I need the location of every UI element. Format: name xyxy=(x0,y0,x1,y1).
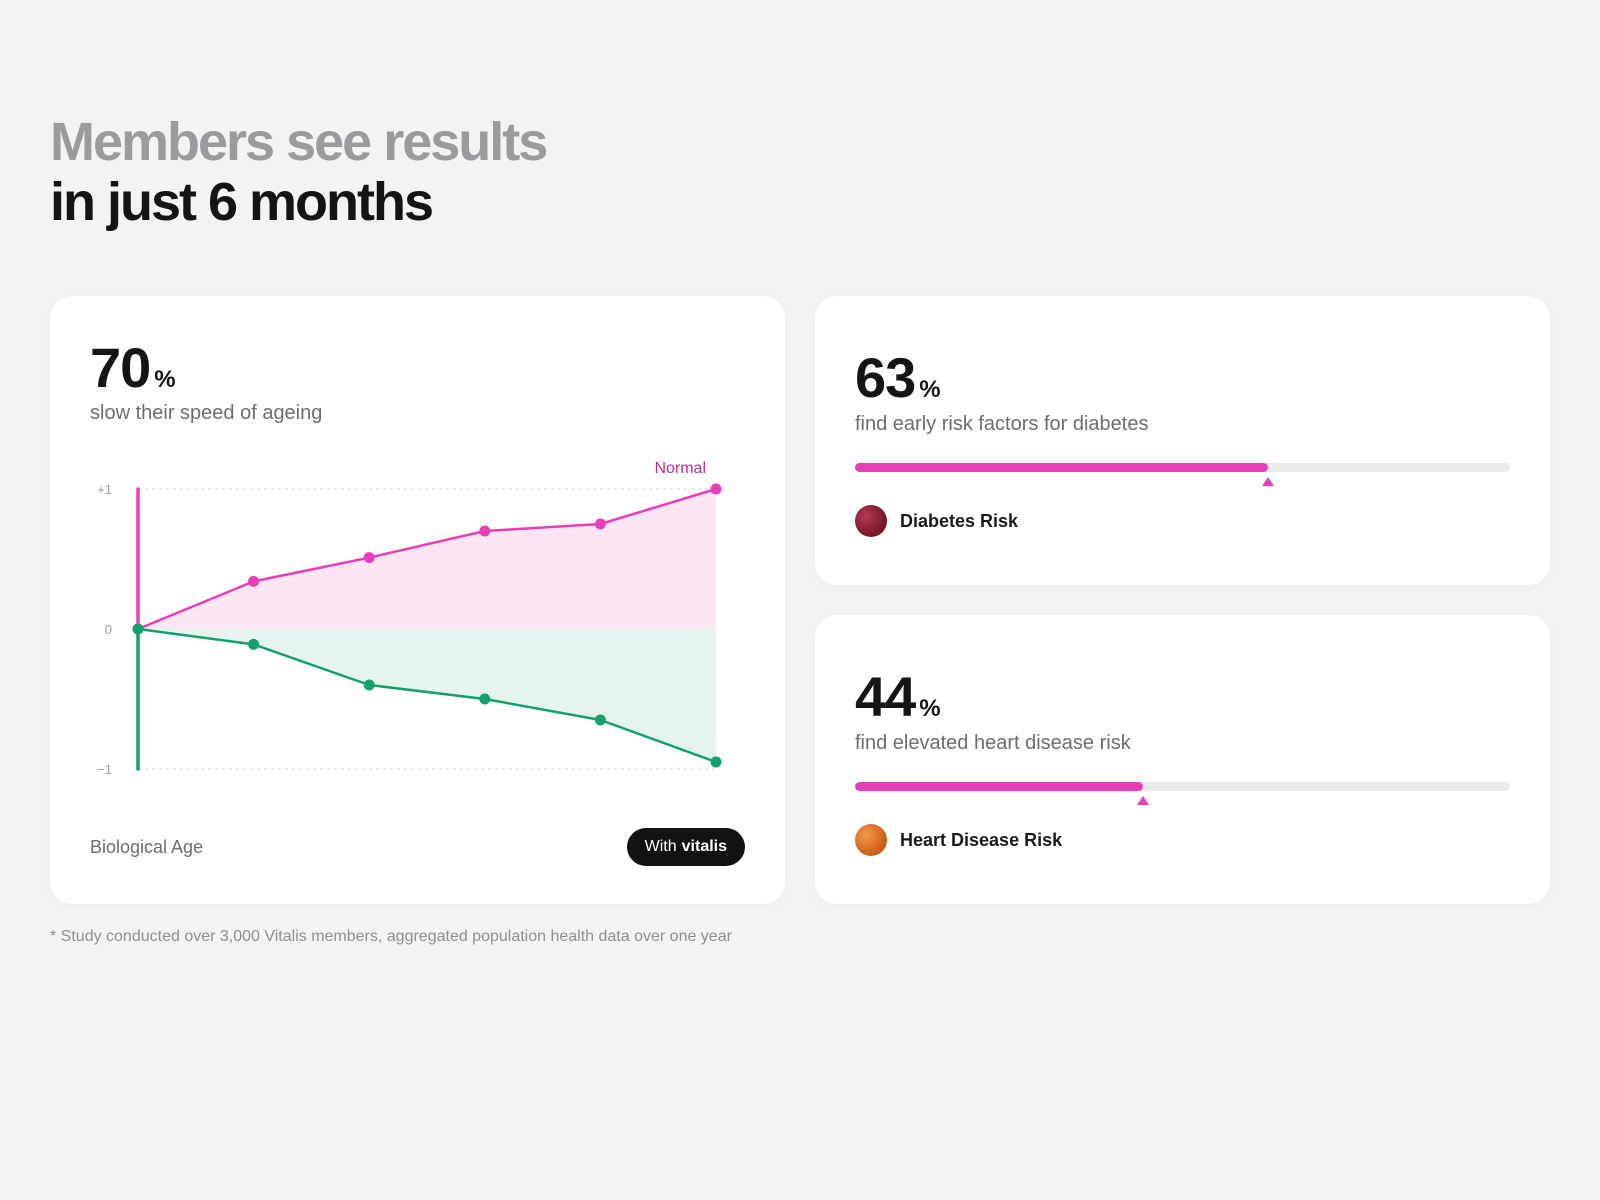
data-point xyxy=(710,483,722,495)
data-point xyxy=(363,679,375,691)
ageing-stat-value: 70 xyxy=(90,336,151,399)
ageing-card: 70 % slow their speed of ageing +1 0 −1 Nor… xyxy=(50,296,785,904)
heart-progress-marker xyxy=(1137,796,1150,805)
diabetes-stat-value: 63 xyxy=(855,346,916,409)
heart-description: find elevated heart disease risk xyxy=(855,732,1131,754)
y-tick-label: +1 xyxy=(97,482,112,497)
ageing-chart: +1 0 −1 Normal xyxy=(97,460,722,777)
ageing-stat: 70 % xyxy=(90,340,176,396)
data-point xyxy=(594,518,606,530)
headline: Members see results in just 6 months xyxy=(50,112,548,232)
heart-stat-unit: % xyxy=(919,695,941,722)
diabetes-stat-unit: % xyxy=(919,376,941,403)
headline-line-1: Members see results xyxy=(50,112,548,172)
heart-risk-dot-icon xyxy=(855,824,887,856)
biological-age-label: Biological Age xyxy=(90,837,204,857)
heart-stat: 44 % xyxy=(855,669,941,725)
series-line-1 xyxy=(137,627,717,764)
series-area-1 xyxy=(138,629,716,762)
heart-legend-label: Heart Disease Risk xyxy=(900,829,1063,850)
data-point xyxy=(132,623,144,635)
data-point xyxy=(248,575,260,587)
with-vitalis-button[interactable]: With vitalis xyxy=(626,828,745,866)
footnote: * Study conducted over 3,000 Vitalis mem… xyxy=(50,928,732,945)
series-area-0 xyxy=(138,489,716,629)
heart-progress-bar xyxy=(855,782,1510,805)
headline-line-2: in just 6 months xyxy=(50,172,434,232)
diabetes-risk-dot-icon xyxy=(855,505,887,537)
data-point xyxy=(479,693,491,705)
with-vitalis-prefix: With xyxy=(644,838,677,855)
ageing-stat-unit: % xyxy=(154,366,176,393)
heart-stat-value: 44 xyxy=(855,665,916,728)
normal-series-label: Normal xyxy=(654,460,706,477)
diabetes-stat: 63 % xyxy=(855,350,941,406)
diabetes-legend: Diabetes Risk xyxy=(855,505,1018,537)
data-point xyxy=(594,714,606,726)
heart-legend: Heart Disease Risk xyxy=(855,824,1062,856)
y-tick-label: 0 xyxy=(105,622,112,637)
diabetes-progress-fill xyxy=(855,463,1268,472)
data-point xyxy=(248,638,260,650)
with-vitalis-brand: vitalis xyxy=(681,838,727,855)
data-point xyxy=(479,525,491,537)
y-tick-label: −1 xyxy=(97,762,112,777)
heart-progress-fill xyxy=(855,782,1144,791)
diabetes-legend-label: Diabetes Risk xyxy=(900,510,1019,531)
diabetes-progress-marker xyxy=(1261,477,1274,486)
series-line-0 xyxy=(137,487,717,631)
data-point xyxy=(363,552,375,564)
diabetes-card: 63 % find early risk factors for diabete… xyxy=(815,296,1550,585)
ageing-description: slow their speed of ageing xyxy=(90,402,323,424)
data-point xyxy=(710,756,722,768)
heart-card: 44 % find elevated heart disease risk He… xyxy=(815,615,1550,904)
diabetes-description: find early risk factors for diabetes xyxy=(855,413,1149,435)
diabetes-progress-bar xyxy=(855,463,1510,486)
